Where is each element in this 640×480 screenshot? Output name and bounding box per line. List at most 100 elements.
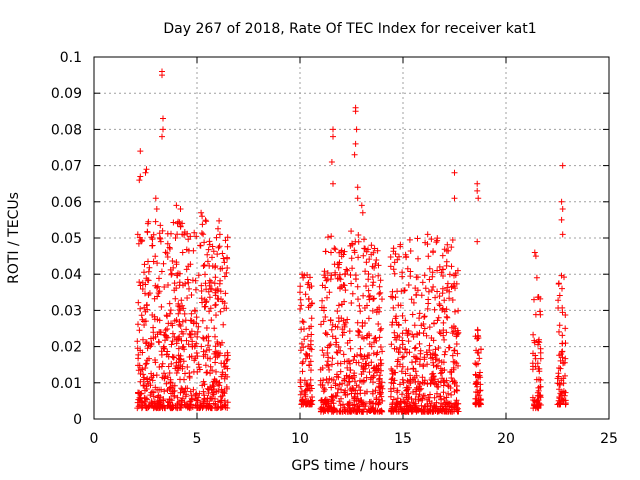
data-point	[431, 394, 438, 401]
data-point	[369, 400, 376, 407]
data-point	[165, 363, 172, 370]
data-point	[388, 388, 395, 395]
data-point	[365, 287, 372, 294]
data-point	[448, 369, 455, 376]
data-point	[172, 235, 179, 241]
data-point	[177, 389, 184, 396]
data-point	[412, 344, 419, 351]
data-point	[205, 246, 212, 253]
y-tick-label: 0.08	[51, 122, 82, 138]
data-point	[328, 384, 335, 391]
data-point	[298, 388, 305, 395]
data-point	[218, 404, 225, 411]
data-point	[389, 288, 396, 295]
data-point	[439, 375, 446, 382]
data-point	[435, 345, 442, 351]
data-point	[147, 382, 154, 389]
data-point	[336, 398, 343, 405]
data-point	[371, 245, 378, 252]
data-point	[155, 338, 162, 345]
data-point	[174, 394, 181, 401]
data-point	[339, 380, 346, 387]
data-point	[200, 388, 207, 395]
y-axis-label: ROTI / TECUs	[6, 192, 22, 284]
data-point	[139, 286, 146, 292]
y-tick-labels: 0 0.01 0.02 0.03 0.04 0.05 0.06 0.07 0.08 0.09 0.1	[51, 50, 82, 428]
data-point	[203, 325, 210, 331]
data-point	[401, 399, 408, 406]
data-point	[202, 271, 208, 278]
data-point	[173, 340, 180, 347]
data-point	[322, 330, 329, 336]
data-point	[327, 276, 334, 283]
data-point	[304, 353, 311, 359]
data-point	[404, 377, 411, 384]
data-point	[398, 408, 405, 415]
data-point	[137, 347, 144, 354]
data-point	[362, 245, 369, 252]
data-point	[357, 345, 364, 352]
data-point	[200, 348, 207, 355]
data-point	[363, 283, 369, 290]
data-point	[431, 351, 438, 358]
data-point	[453, 341, 460, 347]
data-point	[426, 342, 433, 349]
data-point	[141, 261, 148, 268]
data-point	[198, 282, 205, 289]
data-point	[355, 359, 362, 366]
data-point	[191, 331, 198, 337]
data-point	[421, 325, 428, 332]
data-point	[168, 341, 175, 348]
data-point	[440, 305, 446, 312]
y-tick-label: 0.07	[51, 159, 82, 175]
data-point	[145, 268, 152, 275]
data-point	[212, 274, 219, 281]
data-point	[169, 330, 176, 337]
data-point	[348, 280, 355, 287]
data-point	[352, 276, 359, 282]
data-point	[199, 221, 206, 228]
data-point	[219, 265, 226, 272]
data-point	[434, 407, 441, 414]
data-point	[393, 336, 400, 343]
data-point	[135, 355, 142, 362]
data-point	[220, 321, 227, 328]
data-point	[170, 264, 177, 271]
data-point	[430, 337, 437, 344]
data-point	[198, 230, 205, 237]
data-point	[210, 248, 217, 255]
data-point	[320, 352, 327, 359]
data-point	[331, 245, 338, 252]
data-point	[556, 322, 563, 329]
data-point	[308, 385, 315, 392]
data-point	[318, 397, 325, 403]
data-point	[337, 368, 344, 375]
data-point	[173, 285, 180, 292]
data-point	[425, 253, 432, 260]
data-point	[441, 351, 448, 358]
data-point	[156, 230, 163, 237]
data-point	[339, 301, 345, 308]
data-point	[559, 231, 566, 238]
data-point	[181, 388, 188, 395]
data-point	[474, 335, 481, 342]
data-point	[358, 371, 365, 378]
data-point	[330, 133, 336, 140]
data-point	[376, 308, 382, 315]
data-point	[338, 315, 345, 322]
data-point	[224, 352, 231, 359]
data-point	[150, 258, 157, 265]
data-point	[210, 391, 217, 398]
data-point	[184, 276, 191, 283]
data-point	[204, 369, 211, 376]
data-point	[154, 293, 161, 300]
data-point	[429, 377, 436, 384]
data-point	[137, 305, 144, 312]
data-point	[188, 328, 195, 335]
data-point	[162, 337, 168, 344]
x-tick-label: 5	[193, 431, 202, 447]
data-point	[438, 396, 445, 403]
data-point	[445, 344, 452, 351]
data-point	[183, 326, 190, 333]
data-point	[436, 293, 443, 300]
